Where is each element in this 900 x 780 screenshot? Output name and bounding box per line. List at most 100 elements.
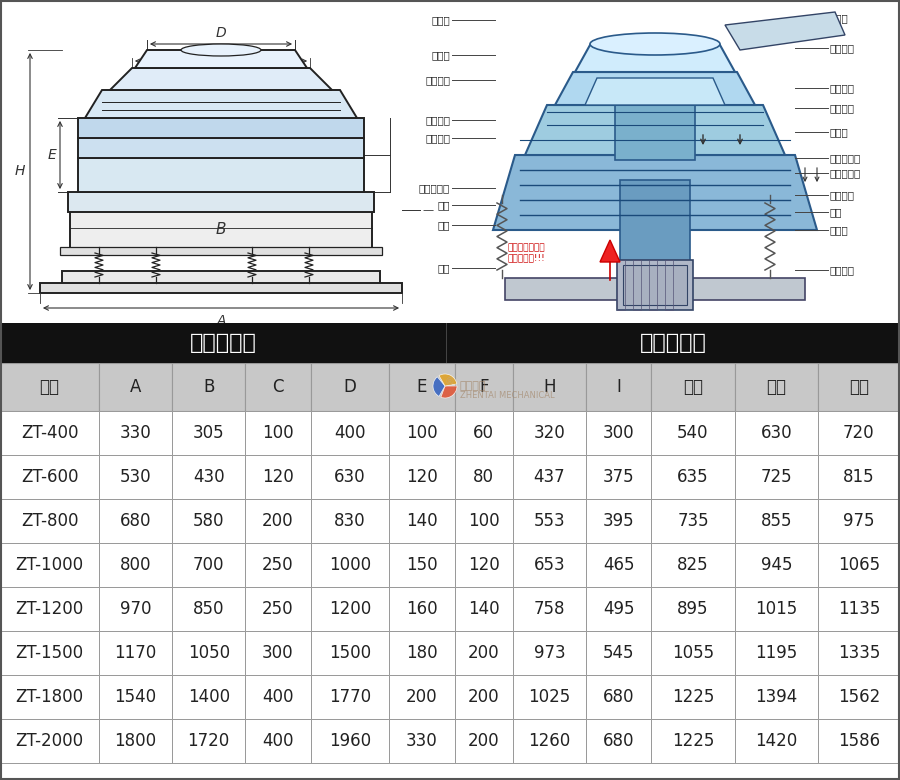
- Bar: [0, 411, 99, 455]
- Text: ZT-1500: ZT-1500: [15, 644, 84, 662]
- Text: 电动机: 电动机: [830, 225, 849, 235]
- Ellipse shape: [590, 33, 720, 55]
- Text: E: E: [417, 378, 428, 396]
- Bar: [818, 455, 900, 499]
- Text: 200: 200: [468, 644, 500, 662]
- Text: 1586: 1586: [838, 732, 880, 750]
- Text: 720: 720: [843, 424, 875, 442]
- Text: 顶部框架: 顶部框架: [425, 75, 450, 85]
- Bar: [0, 631, 99, 675]
- Text: E: E: [48, 148, 57, 162]
- Bar: [734, 719, 818, 763]
- Text: 400: 400: [334, 424, 365, 442]
- Text: 250: 250: [262, 600, 293, 618]
- Bar: [389, 455, 454, 499]
- Bar: [68, 192, 374, 212]
- Bar: [615, 105, 695, 160]
- Text: 振泰机械: 振泰机械: [460, 381, 487, 391]
- Bar: [734, 363, 818, 411]
- Text: B: B: [203, 378, 214, 396]
- Bar: [245, 455, 310, 499]
- Bar: [389, 411, 454, 455]
- Bar: [310, 363, 389, 411]
- Text: 小尺寸排料: 小尺寸排料: [418, 183, 450, 193]
- Wedge shape: [433, 377, 445, 396]
- Bar: [446, 323, 447, 363]
- Text: 830: 830: [334, 512, 365, 530]
- Bar: [245, 411, 310, 455]
- Polygon shape: [493, 155, 817, 230]
- Bar: [586, 499, 652, 543]
- Wedge shape: [439, 374, 457, 386]
- Text: ZT-2000: ZT-2000: [15, 732, 84, 750]
- Bar: [818, 411, 900, 455]
- Text: 1195: 1195: [755, 644, 797, 662]
- Text: H: H: [544, 378, 556, 396]
- Text: 635: 635: [677, 468, 709, 486]
- Text: 1225: 1225: [671, 732, 715, 750]
- Bar: [78, 158, 364, 192]
- Polygon shape: [600, 240, 620, 262]
- Bar: [623, 265, 687, 305]
- Text: 进料口: 进料口: [830, 13, 849, 23]
- Bar: [99, 675, 172, 719]
- Bar: [245, 363, 310, 411]
- Text: 100: 100: [406, 424, 437, 442]
- Text: 495: 495: [603, 600, 634, 618]
- Text: 80: 80: [473, 468, 494, 486]
- Bar: [513, 455, 586, 499]
- Text: 200: 200: [262, 512, 293, 530]
- Bar: [818, 499, 900, 543]
- Bar: [40, 283, 402, 293]
- Text: 球形清洗板: 球形清洗板: [830, 153, 861, 163]
- Text: 底座: 底座: [437, 263, 450, 273]
- Bar: [513, 631, 586, 675]
- Bar: [734, 587, 818, 631]
- Bar: [172, 719, 245, 763]
- Polygon shape: [135, 50, 307, 68]
- Bar: [310, 543, 389, 587]
- Bar: [734, 675, 818, 719]
- Bar: [652, 411, 734, 455]
- Text: 运输用固定螺栓: 运输用固定螺栓: [507, 243, 544, 253]
- Bar: [513, 675, 586, 719]
- Polygon shape: [725, 12, 845, 50]
- Bar: [586, 411, 652, 455]
- Text: ZT-800: ZT-800: [21, 512, 78, 530]
- Bar: [454, 719, 513, 763]
- Bar: [0, 323, 446, 363]
- Text: 700: 700: [193, 556, 224, 574]
- Text: 辅助筛网: 辅助筛网: [830, 83, 855, 93]
- Bar: [665, 260, 673, 310]
- Text: 1225: 1225: [671, 688, 715, 706]
- Bar: [310, 719, 389, 763]
- Text: 895: 895: [677, 600, 709, 618]
- Bar: [513, 719, 586, 763]
- Bar: [454, 675, 513, 719]
- Text: 1065: 1065: [838, 556, 880, 574]
- Bar: [617, 260, 693, 310]
- Bar: [447, 323, 900, 363]
- Polygon shape: [85, 90, 357, 118]
- Bar: [99, 719, 172, 763]
- Polygon shape: [110, 68, 332, 90]
- Bar: [454, 411, 513, 455]
- Text: 锭外重锤板: 锭外重锤板: [830, 168, 861, 178]
- Bar: [245, 587, 310, 631]
- Bar: [454, 499, 513, 543]
- Text: 735: 735: [677, 512, 709, 530]
- Text: 一层: 一层: [683, 378, 703, 396]
- Bar: [586, 455, 652, 499]
- Bar: [0, 719, 99, 763]
- Bar: [454, 587, 513, 631]
- Text: 1025: 1025: [528, 688, 571, 706]
- Bar: [70, 210, 372, 250]
- Text: 400: 400: [262, 732, 293, 750]
- Text: 1400: 1400: [187, 688, 230, 706]
- Text: 外形尺寸图: 外形尺寸图: [190, 333, 256, 353]
- Bar: [172, 411, 245, 455]
- Text: 中部框架: 中部框架: [425, 115, 450, 125]
- Text: 250: 250: [262, 556, 293, 574]
- Text: 1394: 1394: [755, 688, 797, 706]
- Text: 437: 437: [534, 468, 565, 486]
